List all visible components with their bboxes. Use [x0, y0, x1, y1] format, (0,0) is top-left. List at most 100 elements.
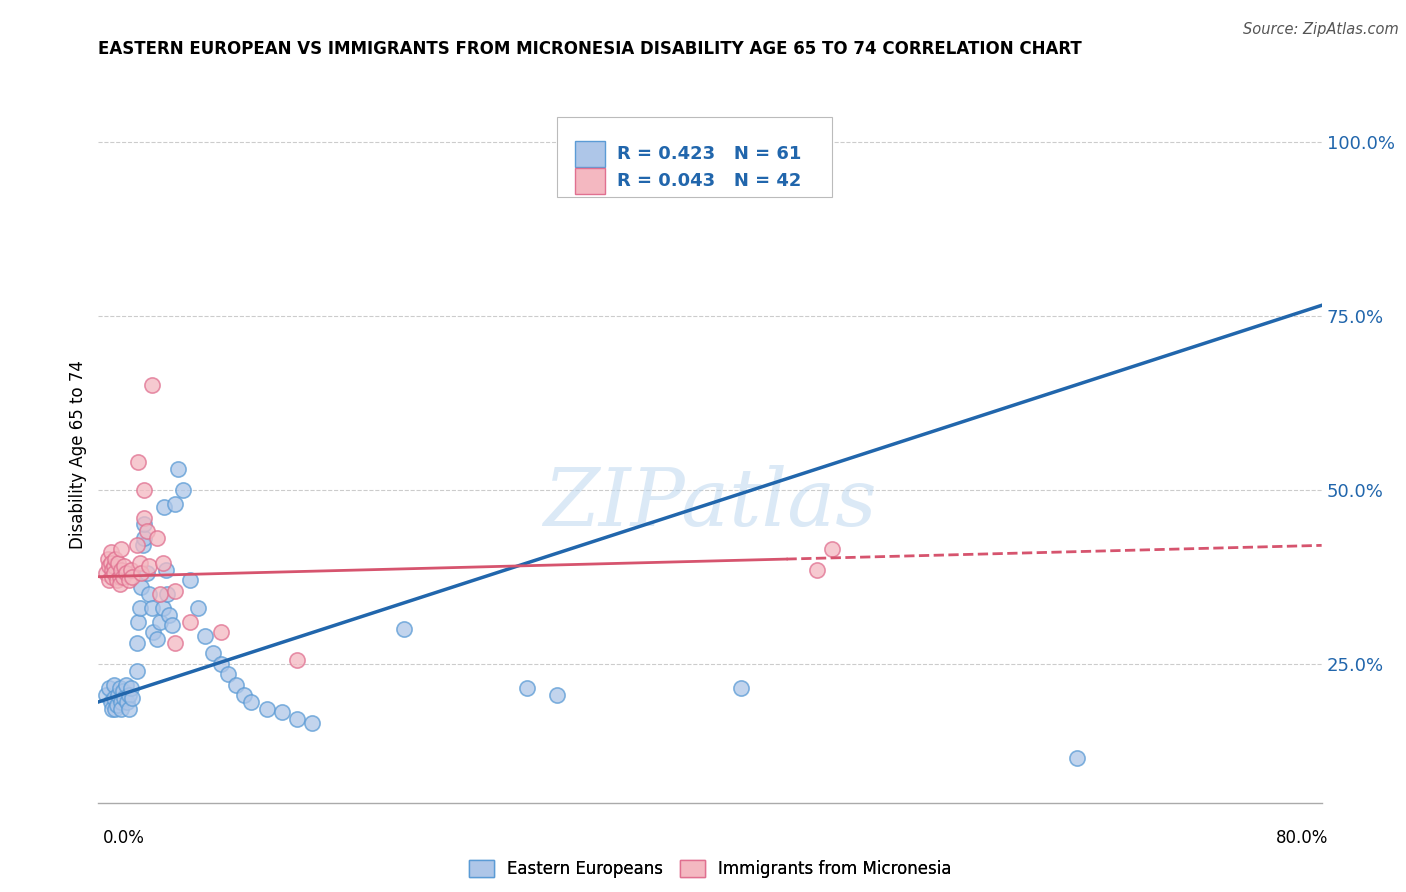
- Point: [110, 702, 132, 716]
- Point: [94, 566, 117, 581]
- Point: [127, 615, 149, 629]
- Point: [141, 378, 163, 392]
- Point: [256, 702, 278, 716]
- Point: [301, 715, 323, 730]
- Point: [112, 691, 135, 706]
- Point: [115, 677, 138, 691]
- Point: [101, 563, 124, 577]
- Point: [152, 556, 174, 570]
- Point: [153, 500, 176, 514]
- Point: [108, 570, 131, 584]
- Point: [806, 563, 828, 577]
- Legend: Eastern Europeans, Immigrants from Micronesia: Eastern Europeans, Immigrants from Micro…: [463, 854, 957, 885]
- Point: [163, 583, 186, 598]
- Point: [155, 563, 177, 577]
- Point: [103, 559, 125, 574]
- Point: [160, 618, 183, 632]
- Point: [285, 712, 308, 726]
- Point: [134, 483, 156, 497]
- Point: [108, 576, 131, 591]
- FancyBboxPatch shape: [557, 118, 832, 197]
- Point: [145, 532, 167, 546]
- Point: [127, 455, 149, 469]
- Point: [104, 552, 127, 566]
- Point: [149, 587, 172, 601]
- Text: R = 0.043   N = 42: R = 0.043 N = 42: [617, 172, 801, 190]
- Point: [167, 462, 190, 476]
- Point: [516, 681, 538, 695]
- Text: EASTERN EUROPEAN VS IMMIGRANTS FROM MICRONESIA DISABILITY AGE 65 TO 74 CORRELATI: EASTERN EUROPEAN VS IMMIGRANTS FROM MICR…: [98, 40, 1083, 58]
- Point: [101, 570, 124, 584]
- Point: [121, 570, 143, 584]
- Point: [104, 702, 127, 716]
- Point: [149, 615, 172, 629]
- Point: [1066, 750, 1088, 764]
- Point: [107, 688, 129, 702]
- Point: [125, 664, 148, 678]
- Point: [128, 601, 150, 615]
- Point: [120, 563, 142, 577]
- Point: [145, 632, 167, 647]
- Point: [156, 587, 179, 601]
- Point: [97, 552, 120, 566]
- Point: [163, 636, 186, 650]
- Point: [98, 573, 121, 587]
- Text: 80.0%: 80.0%: [1277, 829, 1329, 847]
- Point: [118, 573, 141, 587]
- Text: Source: ZipAtlas.com: Source: ZipAtlas.com: [1243, 22, 1399, 37]
- Point: [232, 688, 254, 702]
- Text: 0.0%: 0.0%: [103, 829, 145, 847]
- Point: [105, 698, 128, 713]
- Point: [98, 559, 121, 574]
- Point: [136, 566, 159, 581]
- Point: [179, 573, 201, 587]
- Point: [110, 541, 132, 556]
- Point: [138, 587, 160, 601]
- Point: [129, 580, 152, 594]
- Point: [136, 524, 159, 539]
- Point: [103, 677, 125, 691]
- Point: [128, 556, 150, 570]
- Point: [103, 566, 125, 581]
- FancyBboxPatch shape: [575, 141, 605, 167]
- Point: [117, 695, 139, 709]
- Point: [240, 695, 263, 709]
- Point: [392, 622, 416, 636]
- Point: [111, 570, 134, 584]
- Point: [125, 636, 148, 650]
- Point: [138, 559, 160, 574]
- Point: [141, 601, 163, 615]
- Point: [152, 601, 174, 615]
- Point: [730, 681, 752, 695]
- Point: [105, 573, 128, 587]
- Point: [209, 657, 232, 671]
- Point: [107, 556, 129, 570]
- Point: [546, 688, 568, 702]
- Y-axis label: Disability Age 65 to 74: Disability Age 65 to 74: [69, 360, 87, 549]
- Point: [94, 688, 117, 702]
- Point: [121, 691, 143, 706]
- Point: [194, 629, 217, 643]
- Point: [209, 625, 232, 640]
- Point: [285, 653, 308, 667]
- Text: ZIPatlas: ZIPatlas: [543, 465, 877, 542]
- FancyBboxPatch shape: [575, 168, 605, 194]
- Point: [157, 607, 180, 622]
- Point: [112, 559, 135, 574]
- Point: [129, 566, 152, 581]
- Point: [217, 667, 239, 681]
- Text: R = 0.423   N = 61: R = 0.423 N = 61: [617, 145, 801, 163]
- Point: [225, 677, 247, 691]
- Point: [821, 541, 844, 556]
- Point: [100, 545, 122, 559]
- Point: [120, 681, 142, 695]
- Point: [134, 532, 156, 546]
- Point: [132, 538, 155, 552]
- Point: [202, 646, 225, 660]
- Point: [100, 695, 122, 709]
- Point: [110, 695, 132, 709]
- Point: [270, 706, 292, 720]
- Point: [101, 702, 124, 716]
- Point: [134, 510, 156, 524]
- Point: [111, 684, 134, 698]
